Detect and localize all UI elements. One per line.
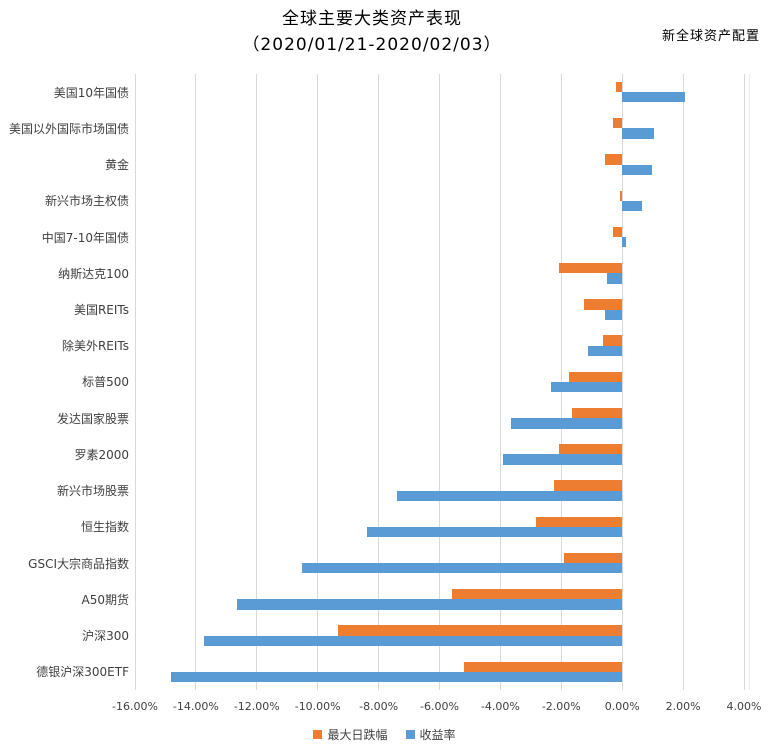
x-tick-label: 4.00% [726, 700, 762, 713]
gridline [682, 74, 684, 690]
x-tick-label: -16.00% [112, 700, 158, 713]
category-label: 发达国家股票 [56, 411, 129, 426]
bar-max-daily-drop [620, 190, 623, 201]
bar-max-daily-drop [572, 407, 623, 419]
legend-swatch-icon [313, 729, 323, 739]
bar-return [607, 273, 623, 284]
legend-item: 最大日跌幅 [313, 726, 388, 743]
bar-max-daily-drop [559, 262, 623, 274]
category-label: 纳斯达克100 [58, 266, 129, 281]
plot-right-edge [748, 74, 750, 690]
legend-label: 最大日跌幅 [327, 727, 388, 742]
bar-max-daily-drop [536, 516, 623, 527]
bar-return [502, 454, 623, 465]
brand-label: 新全球资产配置 [661, 29, 760, 44]
category-label: A50期货 [81, 592, 129, 607]
legend: 最大日跌幅 收益率 [0, 726, 769, 742]
bar-max-daily-drop [568, 371, 623, 382]
bar-return [301, 563, 623, 574]
gridline [621, 74, 623, 690]
bar-max-daily-drop [603, 335, 623, 346]
category-label: 中国7-10年国债 [41, 230, 129, 245]
category-label: 标普500 [82, 375, 129, 390]
x-tick-label: -4.00% [480, 700, 520, 713]
x-tick-label: -10.00% [294, 700, 341, 713]
bar-max-daily-drop [604, 154, 623, 165]
category-label: 美国REITs [73, 303, 129, 318]
bar-return [605, 309, 623, 320]
x-tick-label: -6.00% [420, 700, 459, 713]
x-tick-label: -8.00% [359, 700, 399, 713]
bar-max-daily-drop [553, 480, 623, 491]
chart-title-line2: （2020/01/21-2020/02/03） [242, 35, 502, 55]
gridline [317, 74, 319, 690]
bar-max-daily-drop [451, 589, 623, 600]
bar-return [237, 599, 623, 610]
bar-return [622, 200, 642, 212]
x-tick-label: -2.00% [541, 700, 581, 713]
x-tick-label: 2.00% [665, 700, 701, 713]
category-label: 美国以外国际市场国债 [8, 121, 129, 136]
bar-max-daily-drop [612, 118, 623, 129]
legend-item: 收益率 [405, 726, 456, 743]
category-label: 新兴市场主权债 [44, 194, 129, 209]
bar-return [622, 164, 652, 175]
chart-title: 全球主要大类资产表现 （2020/01/21-2020/02/03） [0, 6, 744, 58]
gridline [499, 74, 501, 690]
category-label: 罗素2000 [74, 447, 129, 462]
category-label: 恒生指数 [80, 520, 129, 535]
category-label: 黄金 [104, 158, 129, 173]
bar-max-daily-drop [338, 625, 623, 636]
gridline [256, 74, 258, 690]
legend-label: 收益率 [419, 727, 456, 742]
bar-max-daily-drop [559, 444, 623, 455]
bar-return [510, 418, 623, 429]
bar-return [622, 92, 685, 103]
x-tick-label: -14.00% [172, 700, 219, 713]
bar-return [550, 382, 623, 393]
chart-title-line1: 全球主要大类资产表现 [282, 9, 462, 29]
gridline [378, 74, 380, 690]
bar-return [171, 671, 623, 683]
category-label: 新兴市场股票 [56, 484, 129, 499]
bar-return [366, 526, 623, 538]
bar-return [622, 237, 626, 248]
bar-return [203, 635, 623, 646]
category-label: 除美外REITs [61, 339, 129, 354]
gridline [439, 74, 440, 690]
category-label: 美国10年国债 [53, 85, 129, 100]
bar-return [588, 345, 623, 357]
bar-max-daily-drop [613, 226, 623, 238]
category-label: 沪深300 [82, 629, 129, 644]
x-tick-label: 0.00% [604, 700, 640, 713]
bar-return [622, 128, 655, 139]
category-label: 德银沪深300ETF [36, 665, 129, 680]
legend-swatch-icon [405, 729, 415, 739]
bar-max-daily-drop [583, 299, 623, 310]
category-label: GSCI大宗商品指数 [28, 556, 129, 571]
gridline [134, 74, 136, 690]
bar-max-daily-drop [564, 552, 623, 564]
gridline [195, 74, 197, 690]
bar-max-daily-drop [463, 661, 623, 672]
plot-area [134, 74, 750, 690]
bar-return [397, 490, 623, 501]
x-tick-label: -12.00% [233, 700, 280, 713]
bar-max-daily-drop [615, 81, 623, 93]
gridline [743, 74, 745, 690]
